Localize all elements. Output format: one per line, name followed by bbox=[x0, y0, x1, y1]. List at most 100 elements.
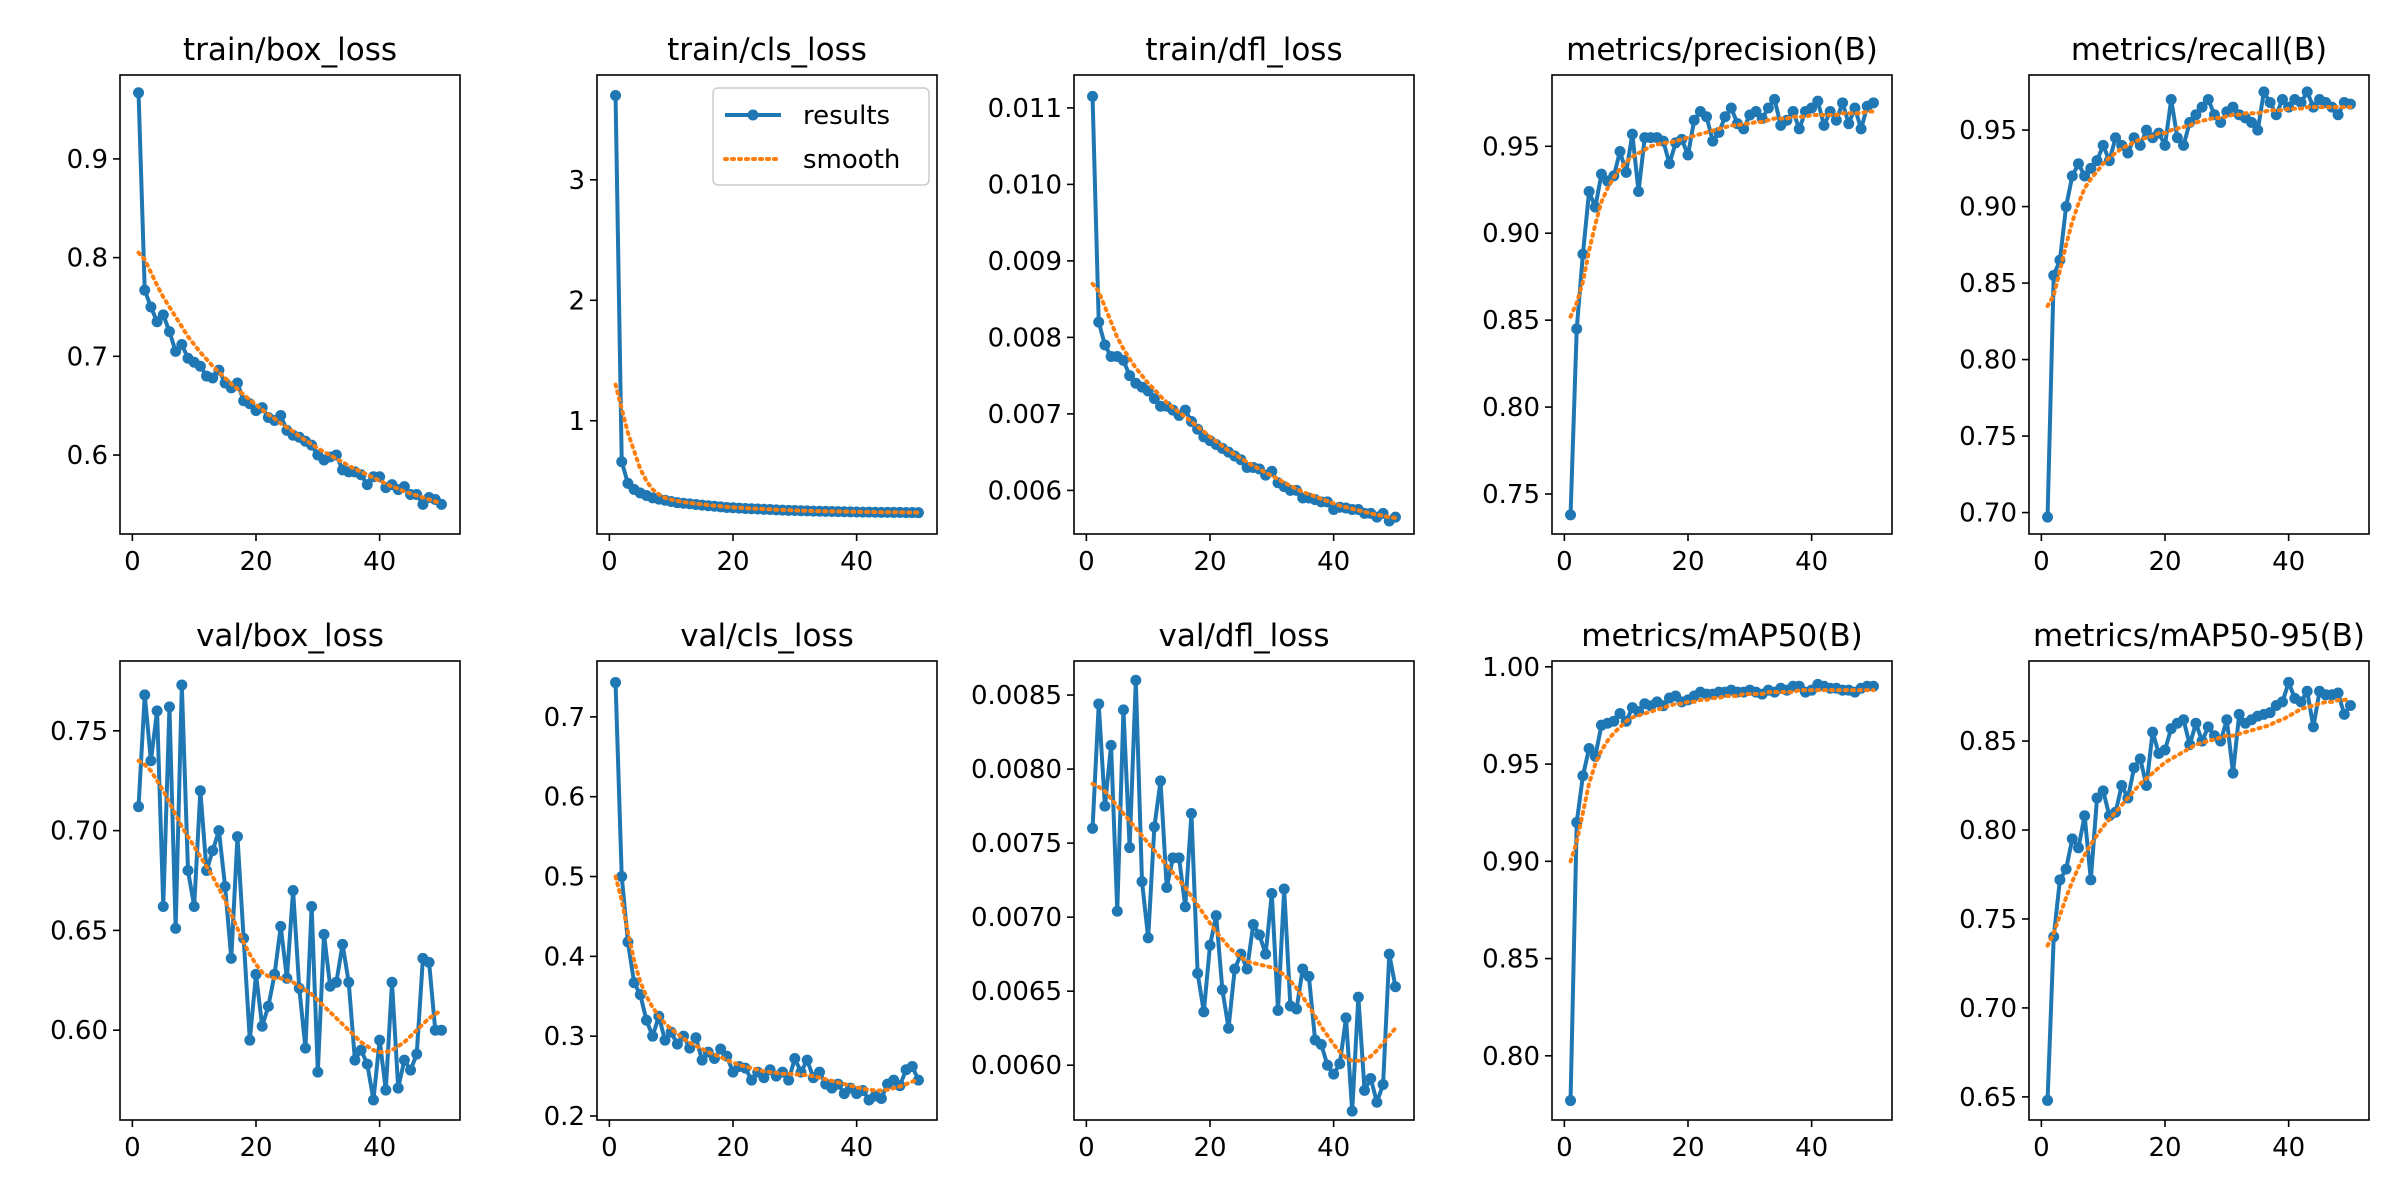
results-point bbox=[1161, 882, 1173, 894]
results-point bbox=[2072, 842, 2084, 854]
results-point bbox=[715, 1043, 727, 1055]
results-point bbox=[1099, 800, 1111, 812]
results-point bbox=[1377, 1078, 1389, 1090]
y-tick-label: 0.008 bbox=[988, 323, 1062, 353]
results-point bbox=[1577, 770, 1589, 782]
x-tick-label: 20 bbox=[1193, 1133, 1226, 1163]
y-tick-label: 0.5 bbox=[544, 863, 585, 893]
results-point bbox=[139, 689, 151, 701]
results-point bbox=[1719, 111, 1731, 123]
results-point bbox=[2165, 93, 2177, 105]
results-line bbox=[136, 92, 443, 507]
axes-frame bbox=[119, 660, 461, 1121]
panel-train-box-loss: train/box_loss 0 20 40 0.6 0.7 0.8 0.9 bbox=[67, 32, 461, 577]
results-point bbox=[610, 677, 622, 689]
x-tick-label: 0 bbox=[124, 547, 141, 577]
results-point bbox=[1793, 123, 1805, 135]
axes-frame bbox=[2028, 660, 2370, 1121]
results-point bbox=[1707, 135, 1719, 147]
results-point bbox=[2042, 511, 2054, 523]
results-point bbox=[640, 1014, 652, 1026]
panel-title: train/box_loss bbox=[183, 32, 397, 68]
results-point bbox=[2332, 109, 2344, 121]
results-point bbox=[2060, 201, 2072, 213]
results-point bbox=[912, 1074, 924, 1086]
x-tick-label: 0 bbox=[2033, 1133, 2050, 1163]
results-point bbox=[814, 1066, 826, 1078]
results-point bbox=[1278, 883, 1290, 895]
results-point bbox=[1124, 842, 1136, 854]
results-point bbox=[1371, 1096, 1383, 1108]
axes-frame bbox=[1073, 74, 1415, 535]
x-tick-label: 0 bbox=[1078, 547, 1095, 577]
results-point bbox=[1614, 708, 1626, 720]
y-tick-label: 0.009 bbox=[988, 247, 1062, 277]
results-point bbox=[1266, 887, 1278, 899]
results-point bbox=[1204, 939, 1216, 951]
results-point bbox=[361, 479, 373, 491]
results-point bbox=[2122, 147, 2134, 159]
results-point bbox=[2116, 780, 2128, 792]
results-line bbox=[2045, 89, 2351, 518]
results-point bbox=[1297, 963, 1309, 975]
results-point bbox=[2301, 86, 2313, 98]
results-point bbox=[1614, 146, 1626, 157]
y-tick-label: 0.9 bbox=[67, 145, 108, 175]
panel-train-cls-loss: train/cls_loss 0 20 40 1 2 3 results smooth bbox=[568, 32, 938, 577]
results-point bbox=[330, 976, 342, 988]
plot-area bbox=[133, 679, 447, 1106]
results-point bbox=[2085, 874, 2097, 886]
results-point bbox=[1867, 680, 1879, 692]
results-point bbox=[1346, 1105, 1358, 1117]
results-point bbox=[1179, 901, 1191, 913]
results-point bbox=[1210, 910, 1222, 922]
x-tick-label: 0 bbox=[124, 1133, 141, 1163]
results-point bbox=[1142, 932, 1154, 944]
results-point bbox=[163, 701, 175, 713]
results-point bbox=[1565, 509, 1577, 521]
y-tick-label: 0.85 bbox=[1959, 727, 2017, 757]
axes-frame bbox=[2028, 74, 2370, 535]
results-point bbox=[355, 1044, 367, 1056]
panel-title: train/dfl_loss bbox=[1145, 32, 1342, 68]
y-tick-label: 0.6 bbox=[67, 441, 108, 471]
x-tick-label: 40 bbox=[1795, 1133, 1828, 1163]
results-point bbox=[1272, 1004, 1284, 1016]
results-point bbox=[1087, 90, 1099, 102]
y-tick-label: 0.0080 bbox=[971, 755, 1062, 785]
results-point bbox=[1383, 948, 1395, 960]
results-point bbox=[2054, 874, 2066, 886]
results-point bbox=[1315, 1038, 1327, 1050]
y-tick-label: 0.80 bbox=[1959, 346, 2017, 376]
x-tick-label: 20 bbox=[2148, 547, 2181, 577]
y-tick-label: 0.3 bbox=[544, 1022, 585, 1052]
results-line bbox=[1568, 97, 1875, 515]
results-point bbox=[801, 1054, 813, 1066]
results-point bbox=[1334, 1058, 1346, 1070]
y-tick-label: 0.6 bbox=[544, 783, 585, 813]
y-tick-label: 0.80 bbox=[1482, 1042, 1540, 1072]
axes-frame bbox=[596, 74, 938, 535]
y-tick-label: 0.4 bbox=[544, 942, 585, 972]
results-point bbox=[1328, 1068, 1340, 1080]
results-point bbox=[2295, 97, 2307, 109]
y-tick-label: 0.7 bbox=[544, 703, 585, 733]
legend: results smooth bbox=[712, 87, 930, 186]
results-point bbox=[299, 1042, 311, 1054]
results-point bbox=[380, 1084, 392, 1096]
results-point bbox=[1837, 97, 1849, 109]
legend-smooth-label: smooth bbox=[803, 145, 900, 175]
plot-area bbox=[610, 89, 924, 519]
results-point bbox=[1626, 128, 1638, 140]
y-tick-label: 0.8 bbox=[67, 244, 108, 274]
legend-results-marker bbox=[747, 109, 759, 121]
results-point bbox=[906, 1061, 918, 1073]
results-point bbox=[690, 1032, 702, 1044]
results-point bbox=[318, 928, 330, 940]
results-point bbox=[2072, 158, 2084, 170]
y-tick-label: 0.90 bbox=[1959, 193, 2017, 223]
results-point bbox=[2159, 744, 2171, 756]
results-point bbox=[1192, 967, 1204, 979]
results-point bbox=[287, 885, 299, 896]
